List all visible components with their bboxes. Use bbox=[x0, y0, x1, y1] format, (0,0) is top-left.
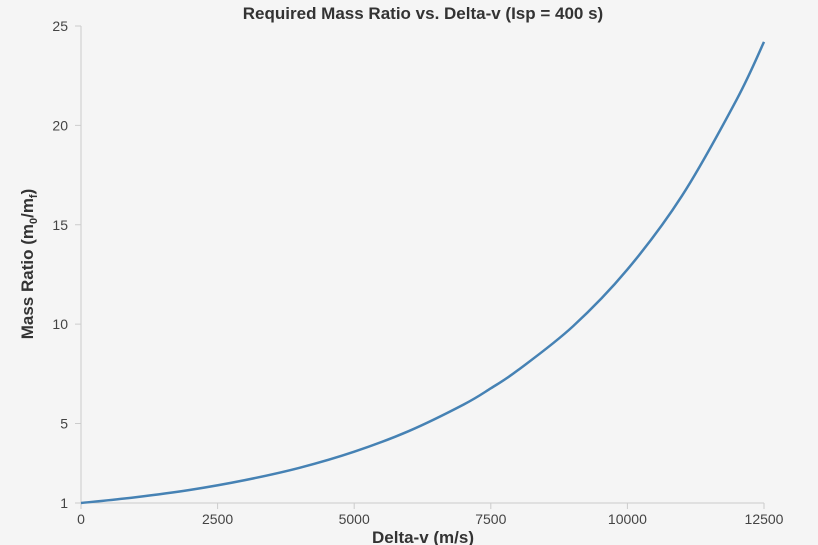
y-tick-label: 25 bbox=[52, 18, 68, 34]
x-tick-label: 0 bbox=[77, 511, 85, 527]
y-tick-label: 10 bbox=[52, 316, 68, 332]
y-tick-label: 20 bbox=[52, 117, 68, 133]
y-tick-label: 1 bbox=[60, 495, 68, 511]
x-tick-label: 12500 bbox=[745, 511, 784, 527]
x-tick-label: 10000 bbox=[608, 511, 647, 527]
x-tick-label: 2500 bbox=[202, 511, 233, 527]
y-axis-title-sub-0: 0 bbox=[28, 218, 40, 224]
chart-title: Required Mass Ratio vs. Delta-v (Isp = 4… bbox=[243, 4, 603, 23]
y-axis-title-suffix: ) bbox=[18, 189, 37, 195]
x-tick-label: 7500 bbox=[475, 511, 506, 527]
y-axis-title: Mass Ratio (m0/mf) bbox=[18, 189, 40, 340]
x-tick-label: 5000 bbox=[339, 511, 370, 527]
x-axis-title: Delta-v (m/s) bbox=[372, 528, 474, 545]
y-tick-label: 15 bbox=[52, 217, 68, 233]
y-axis-title-middle: /m bbox=[18, 198, 37, 218]
series-line bbox=[80, 41, 766, 505]
x-axis-ticks: 0 2500 5000 7500 10000 12500 bbox=[77, 503, 784, 527]
y-axis-title-prefix: Mass Ratio (m bbox=[18, 224, 37, 339]
y-tick-label: 5 bbox=[60, 416, 68, 432]
y-axis-title-sub-f: f bbox=[28, 194, 40, 198]
